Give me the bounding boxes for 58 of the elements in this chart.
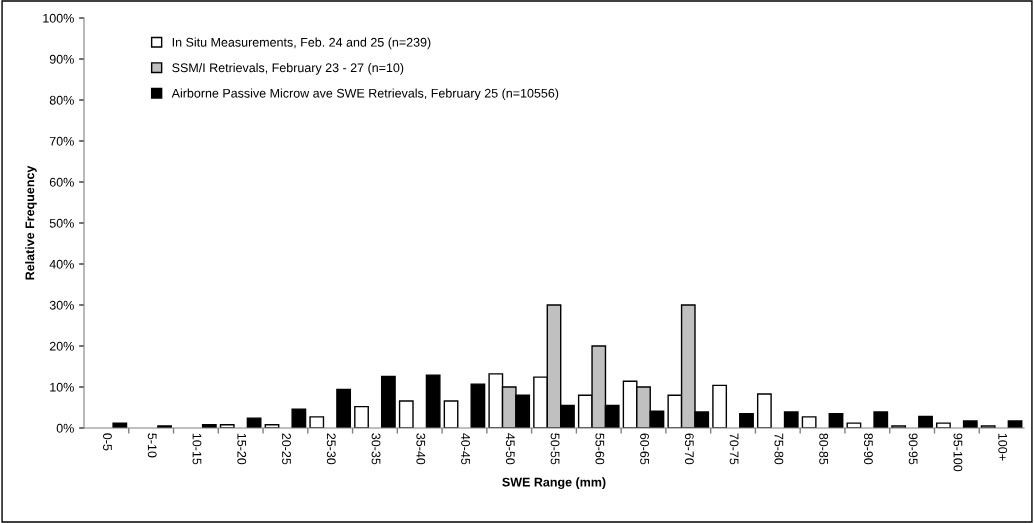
x-tick-label: 25-30 xyxy=(326,433,336,465)
x-tick-label: 85-90 xyxy=(863,433,873,465)
bar xyxy=(918,415,933,428)
bar xyxy=(309,416,325,428)
x-tick-label: 35-40 xyxy=(416,433,426,465)
y-tick-label: 40% xyxy=(49,259,74,269)
legend-label: Airborne Passive Microw ave SWE Retrievals, February 25 (n=10556) xyxy=(171,88,559,101)
bar xyxy=(443,400,459,428)
legend-label: SSM/I Retrievals, February 23 - 27 (n=10) xyxy=(172,62,404,75)
x-tick-label: 100+ xyxy=(998,433,1008,461)
y-tick-label: 100% xyxy=(43,13,74,23)
x-tick-label: 45-50 xyxy=(505,433,515,465)
bar xyxy=(246,417,262,428)
bar xyxy=(962,420,978,428)
y-axis-title: Relative Frequency xyxy=(25,165,37,280)
x-tick-label: 75-80 xyxy=(774,433,784,465)
y-tick-label: 70% xyxy=(49,136,74,146)
bar xyxy=(425,374,441,428)
x-tick-label: 70-75 xyxy=(729,433,739,465)
legend-label: In Situ Measurements, Feb. 24 and 25 (n=239) xyxy=(172,37,431,50)
x-tick-label: 90-95 xyxy=(908,433,918,465)
bar xyxy=(873,411,889,428)
bar xyxy=(112,422,128,428)
y-tick-label: 80% xyxy=(49,95,74,105)
x-tick-label: 80-85 xyxy=(819,433,829,465)
bar xyxy=(398,400,414,428)
x-tick-label: 15-20 xyxy=(237,433,247,465)
bar xyxy=(801,416,817,428)
x-tick-label: 20-25 xyxy=(282,433,291,465)
y-tick-label: 30% xyxy=(49,300,74,310)
x-tick-label: 55-60 xyxy=(595,433,605,465)
x-tick-label: 50-55 xyxy=(550,433,560,465)
bar xyxy=(470,383,486,428)
y-tick-label: 50% xyxy=(49,218,74,228)
x-tick-label: 10-15 xyxy=(192,433,202,465)
x-tick-label: 0-5 xyxy=(103,433,112,451)
y-tick-label: 90% xyxy=(49,54,74,64)
x-tick-label: 60-65 xyxy=(640,433,650,465)
bar xyxy=(291,408,307,428)
bar xyxy=(336,388,352,428)
x-tick-label: 30-35 xyxy=(371,433,381,465)
y-tick-label: 10% xyxy=(50,382,74,392)
bar xyxy=(783,411,799,428)
bar xyxy=(380,375,396,428)
y-tick-label: 0% xyxy=(56,423,74,433)
bar xyxy=(936,422,951,428)
x-tick-label: 65-70 xyxy=(684,433,694,465)
y-tick-label: 60% xyxy=(49,177,74,187)
bar xyxy=(739,412,754,428)
x-tick-label: 40-45 xyxy=(461,433,470,465)
x-tick-label: 95-100 xyxy=(953,433,963,472)
bar xyxy=(354,405,369,428)
x-tick-label: 5-10 xyxy=(147,433,157,458)
bar xyxy=(846,422,862,428)
bar xyxy=(712,384,728,428)
y-tick-label: 20% xyxy=(49,341,74,351)
bar xyxy=(756,393,772,428)
x-axis-title: SWE Range (mm) xyxy=(502,477,606,490)
